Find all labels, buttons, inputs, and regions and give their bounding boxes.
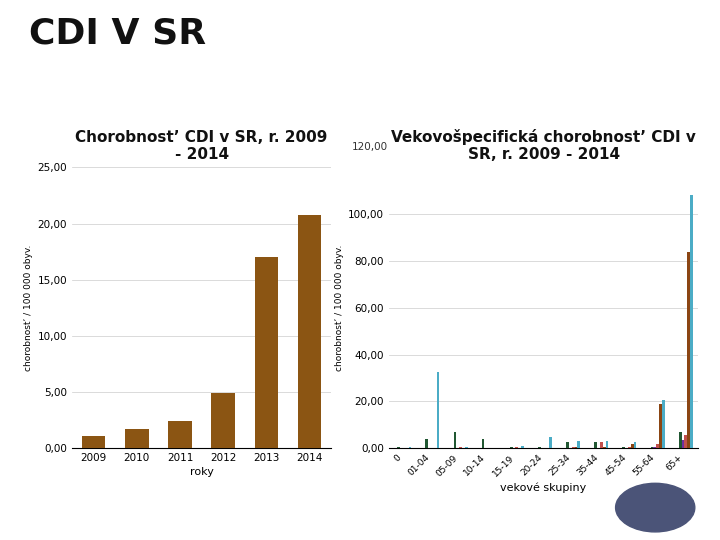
Bar — [426, 439, 428, 448]
Bar — [656, 443, 659, 448]
Bar — [634, 442, 636, 448]
Text: 120,00: 120,00 — [351, 142, 388, 152]
Bar — [622, 447, 625, 448]
Bar — [298, 214, 321, 448]
Bar — [687, 252, 690, 448]
Title: Vekovošpecifická chorobnost’ CDI v
SR, r. 2009 - 2014: Vekovošpecifická chorobnost’ CDI v SR, r… — [391, 129, 696, 162]
Bar — [465, 447, 467, 448]
Bar — [659, 404, 662, 448]
Bar — [684, 435, 687, 448]
Bar — [566, 442, 569, 448]
Title: Chorobnost’ CDI v SR, r. 2009
- 2014: Chorobnost’ CDI v SR, r. 2009 - 2014 — [76, 130, 328, 162]
Bar — [679, 432, 682, 448]
Bar — [212, 393, 235, 448]
Bar — [436, 372, 439, 448]
Bar — [454, 432, 456, 448]
Bar — [628, 447, 631, 448]
Bar — [606, 441, 608, 448]
Text: CDI V SR: CDI V SR — [29, 16, 206, 50]
Bar — [682, 440, 684, 448]
Bar — [594, 442, 597, 448]
Bar — [690, 195, 693, 448]
Bar — [603, 447, 606, 448]
Y-axis label: chorobnost’ / 100 000 obyv.: chorobnost’ / 100 000 obyv. — [335, 245, 343, 371]
Bar — [521, 446, 524, 448]
Bar — [572, 447, 575, 448]
Bar — [662, 400, 665, 448]
Bar — [482, 439, 485, 448]
Bar — [549, 436, 552, 448]
X-axis label: vekové skupiny: vekové skupiny — [500, 482, 587, 492]
Bar — [577, 441, 580, 448]
X-axis label: roky: roky — [189, 467, 214, 477]
Bar — [408, 447, 411, 448]
Bar — [168, 421, 192, 448]
Bar — [575, 447, 577, 448]
Bar — [516, 447, 518, 448]
Bar — [651, 447, 653, 448]
Bar — [255, 257, 278, 448]
Bar — [538, 447, 541, 448]
Bar — [459, 447, 462, 448]
Bar — [631, 443, 634, 448]
Bar — [125, 429, 148, 448]
Bar — [600, 442, 603, 448]
Bar — [82, 436, 105, 448]
Y-axis label: chorobnost’ / 100 000 obyv.: chorobnost’ / 100 000 obyv. — [24, 245, 33, 371]
